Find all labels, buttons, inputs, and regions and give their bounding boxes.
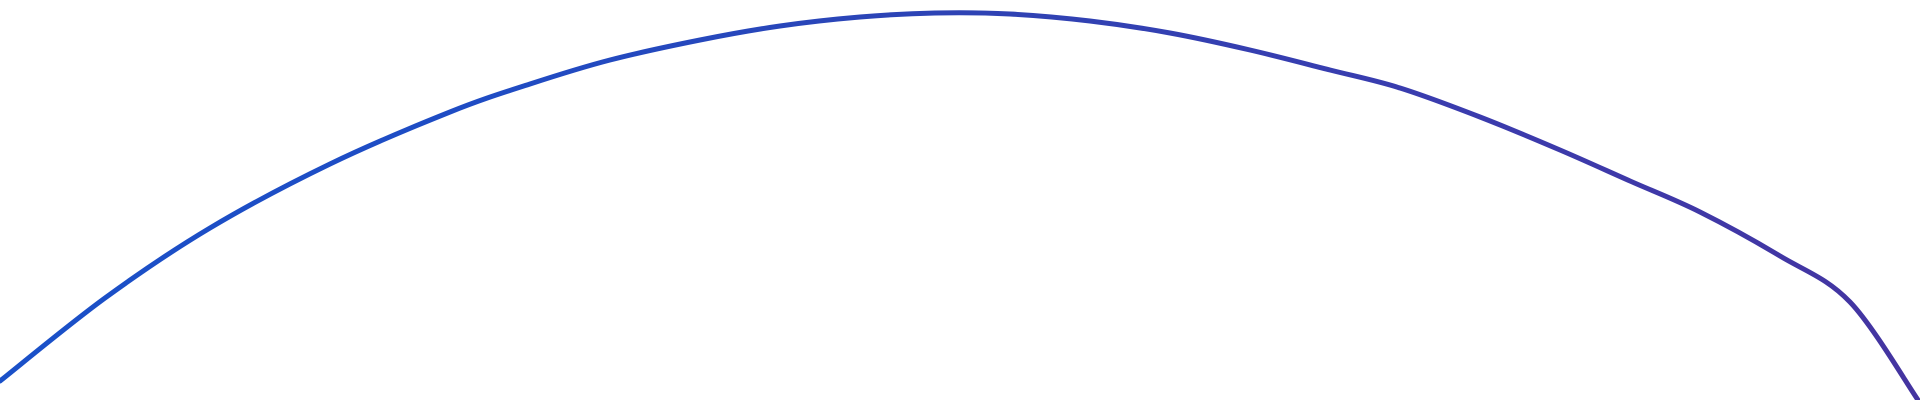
arc-curve-line bbox=[0, 10, 1920, 400]
